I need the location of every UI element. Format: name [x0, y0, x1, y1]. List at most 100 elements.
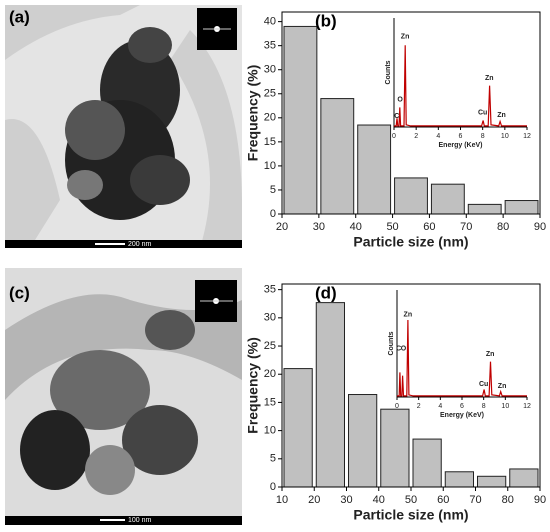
bar	[504, 200, 539, 215]
bar	[509, 468, 539, 488]
inset-y-label: Counts	[388, 331, 395, 355]
y-tick-label: 20	[264, 112, 276, 124]
peak-label: C	[396, 346, 401, 353]
bar	[412, 438, 442, 488]
y-tick-label: 25	[264, 88, 276, 100]
particle	[20, 410, 90, 490]
particle	[65, 100, 125, 160]
y-tick-label: 35	[264, 40, 276, 52]
inset-x-tick-label: 4	[438, 403, 442, 410]
inset-x-tick-label: 2	[414, 133, 418, 140]
x-tick-label: 80	[497, 221, 509, 233]
x-tick-label: 50	[386, 221, 398, 233]
bar	[444, 471, 474, 488]
y-tick-label: 5	[270, 453, 276, 465]
y-tick-label: 10	[264, 160, 276, 172]
y-tick-label: 35	[264, 284, 276, 296]
bar	[283, 368, 313, 488]
peak-label: C	[394, 113, 399, 120]
x-tick-label: 40	[373, 494, 385, 506]
plot-frame	[281, 11, 541, 215]
x-tick-label: 80	[502, 494, 514, 506]
inset-x-tick-label: 12	[523, 133, 531, 140]
panel-label: (b)	[315, 11, 337, 30]
film	[5, 5, 242, 248]
x-tick-label: 10	[276, 494, 288, 506]
scale-label: 200 nm	[128, 241, 152, 248]
inset-x-tick-label: 4	[436, 133, 440, 140]
x-tick-label: 60	[423, 221, 435, 233]
y-tick-label: 25	[264, 340, 276, 352]
y-axis-label: Frequency (%)	[245, 65, 261, 161]
inset-x-tick-label: 10	[501, 133, 509, 140]
bar	[467, 203, 502, 215]
x-tick-label: 90	[534, 221, 546, 233]
spectrum	[397, 319, 527, 397]
x-tick-label: 70	[469, 494, 481, 506]
tem-image-a: 200 nm (a)	[5, 5, 242, 248]
inset-x-tick-label: 6	[459, 133, 463, 140]
bar	[380, 408, 410, 488]
bar	[477, 475, 507, 488]
y-tick-label: 0	[270, 481, 276, 493]
peak-label: O	[401, 346, 407, 353]
peak-label: Zn	[404, 311, 413, 318]
peak-label: Zn	[497, 112, 506, 119]
scale-label: 100 nm	[128, 517, 152, 524]
x-tick-label: 20	[276, 221, 288, 233]
x-tick-label: 40	[350, 221, 362, 233]
particle	[67, 170, 103, 200]
inset-x-label: Energy (KeV)	[439, 142, 483, 149]
y-tick-label: 5	[270, 184, 276, 196]
y-tick-label: 30	[264, 64, 276, 76]
x-axis-label: Particle size (nm)	[353, 507, 468, 523]
inset-x-tick-label: 8	[482, 403, 486, 410]
peak-label: Zn	[485, 75, 494, 82]
peak-label: Cu	[479, 381, 488, 388]
y-tick-label: 0	[270, 208, 276, 220]
x-tick-label: 90	[534, 494, 546, 506]
x-tick-label: 30	[340, 494, 352, 506]
y-tick-label: 10	[264, 425, 276, 437]
peak-label: O	[397, 97, 403, 104]
y-tick-label: 15	[264, 136, 276, 148]
x-tick-label: 60	[437, 494, 449, 506]
peak-label: Zn	[498, 383, 507, 390]
y-tick-label: 40	[264, 16, 276, 28]
tem-image-c: 100 nm (c)	[5, 268, 242, 525]
inset-x-tick-label: 6	[460, 403, 464, 410]
bar	[430, 183, 465, 215]
bar	[394, 177, 428, 215]
bar	[348, 394, 378, 488]
inset-x-tick-label: 2	[417, 403, 421, 410]
y-tick-label: 15	[264, 396, 276, 408]
spectrum	[394, 45, 527, 127]
bar	[283, 25, 318, 215]
panel-label: (c)	[9, 283, 30, 302]
particle	[122, 405, 198, 475]
peak-label: Zn	[486, 351, 495, 358]
particle	[130, 155, 190, 205]
x-tick-label: 70	[460, 221, 472, 233]
bar	[357, 124, 392, 215]
inset-y-label: Counts	[385, 60, 392, 84]
x-tick-label: 50	[405, 494, 417, 506]
particle	[85, 445, 135, 495]
x-tick-label: 20	[308, 494, 320, 506]
y-axis-label: Frequency (%)	[245, 337, 261, 433]
bar	[315, 302, 345, 488]
particle	[50, 350, 150, 430]
inset-x-label: Energy (KeV)	[440, 412, 484, 419]
peak-label: Cu	[478, 110, 487, 117]
particle	[128, 27, 172, 63]
inset-x-tick-label: 12	[523, 403, 531, 410]
x-tick-label: 30	[313, 221, 325, 233]
inset-x-tick-label: 0	[395, 403, 399, 410]
panel-label: (a)	[9, 7, 30, 26]
bar	[320, 98, 355, 215]
panel-label: (d)	[315, 283, 337, 302]
particle	[145, 310, 195, 350]
inset-x-tick-label: 10	[501, 403, 509, 410]
inset-x-tick-label: 0	[392, 133, 396, 140]
